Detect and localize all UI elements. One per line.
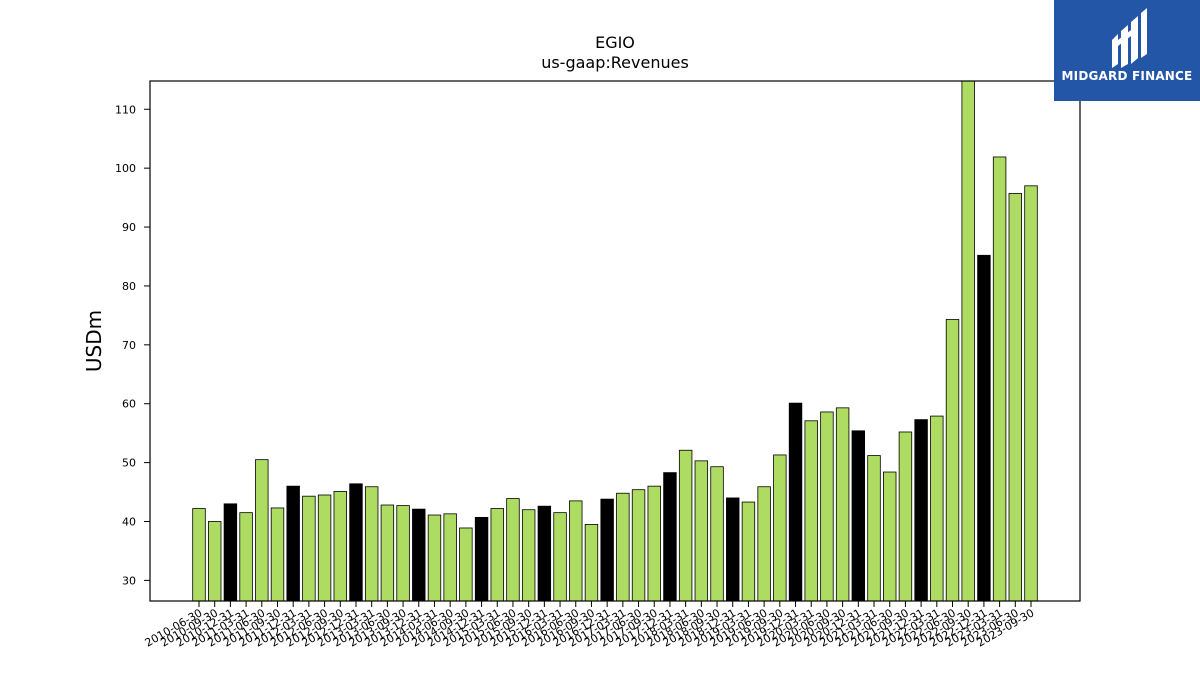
bar xyxy=(663,472,677,602)
chart-subtitle: us-gaap:Revenues xyxy=(541,53,689,72)
bar xyxy=(506,498,520,602)
y-tick-label: 30 xyxy=(122,574,136,587)
x-axis: 2010-06-302010-09-302010-12-312011-03-31… xyxy=(143,601,1037,650)
bar xyxy=(427,514,442,602)
y-tick-label: 80 xyxy=(122,280,136,293)
brand-logo: MIDGARD FINANCE xyxy=(1054,0,1200,101)
bar xyxy=(804,420,818,602)
bar xyxy=(443,513,457,602)
bar xyxy=(961,80,975,602)
bar xyxy=(930,415,944,602)
bar xyxy=(207,521,222,602)
bar xyxy=(317,494,332,602)
y-tick-label: 110 xyxy=(115,103,136,116)
y-tick-label: 60 xyxy=(122,398,136,411)
bar xyxy=(333,491,347,602)
bar xyxy=(616,492,630,602)
bar xyxy=(349,483,363,602)
bar xyxy=(521,509,536,602)
bar xyxy=(192,508,206,602)
bars-group xyxy=(192,80,1038,602)
bar xyxy=(223,503,238,602)
y-tick-label: 40 xyxy=(122,515,136,528)
bar xyxy=(537,505,552,602)
plot-frame xyxy=(149,80,1081,602)
y-axis-label: USDm xyxy=(82,310,106,372)
bar xyxy=(788,402,803,602)
y-tick-label: 90 xyxy=(122,221,136,234)
bar xyxy=(396,505,410,602)
bar xyxy=(694,460,709,602)
bar xyxy=(412,508,426,602)
y-tick-label: 100 xyxy=(115,162,136,175)
bar xyxy=(584,524,599,602)
bar xyxy=(883,471,897,602)
bar xyxy=(380,504,395,602)
bar xyxy=(710,466,724,602)
bar xyxy=(364,486,379,602)
bar xyxy=(757,486,771,602)
bar xyxy=(945,319,960,602)
bar xyxy=(459,527,473,602)
bar xyxy=(835,407,850,602)
bar xyxy=(977,254,991,602)
bar xyxy=(898,431,913,602)
bar xyxy=(914,419,928,602)
y-tick-label: 50 xyxy=(122,457,136,470)
bar xyxy=(569,500,583,602)
bar xyxy=(553,512,567,602)
bar xyxy=(647,485,661,602)
bar xyxy=(851,430,866,602)
bar xyxy=(270,507,285,602)
bar xyxy=(600,498,614,602)
chart-title: EGIO xyxy=(595,33,635,52)
y-axis: 30 40 50 60 70 80 90 100 110 xyxy=(115,103,150,587)
logo-mark-icon xyxy=(1112,8,1147,68)
bar xyxy=(631,489,646,602)
bar xyxy=(741,501,756,602)
bar xyxy=(867,455,881,602)
logo-text: MIDGARD FINANCE xyxy=(1061,69,1193,83)
bar xyxy=(726,497,740,602)
y-tick-label: 70 xyxy=(122,339,136,352)
bar xyxy=(286,485,300,602)
bar xyxy=(1008,193,1023,602)
bar xyxy=(820,411,834,602)
bar xyxy=(490,508,504,602)
bar xyxy=(239,512,253,602)
bar xyxy=(773,454,787,602)
bar xyxy=(255,459,269,602)
bar xyxy=(678,449,693,602)
bar xyxy=(302,495,316,602)
bar xyxy=(474,516,489,602)
bar xyxy=(1024,185,1038,602)
bar xyxy=(992,156,1007,602)
